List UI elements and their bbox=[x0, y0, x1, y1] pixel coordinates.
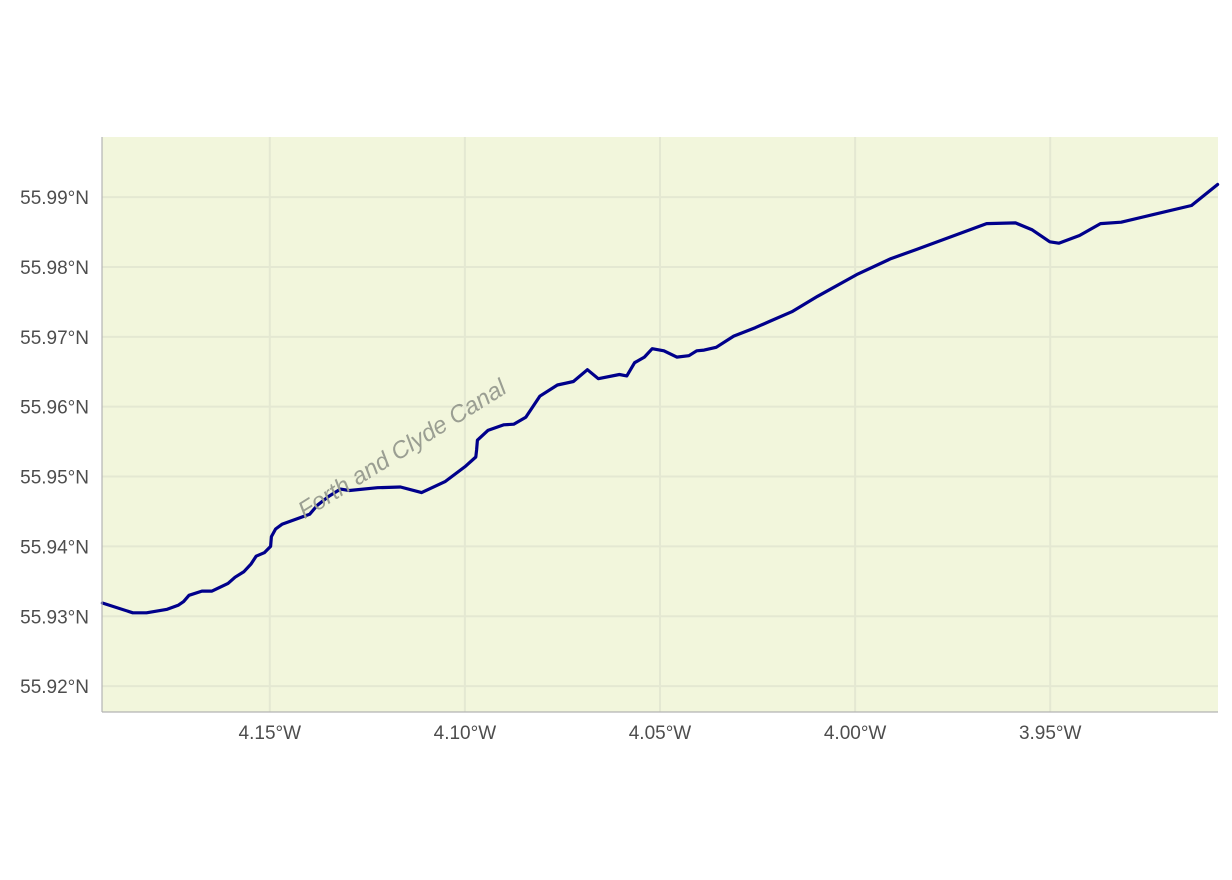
latitude-gridlines bbox=[102, 196, 1218, 688]
y-axis-ticks: 55.92°N 55.93°N 55.94°N 55.95°N 55.96°N 55.97… bbox=[20, 188, 89, 698]
y-tick-label: 55.98°N bbox=[20, 258, 89, 279]
y-tick-label: 55.92°N bbox=[20, 677, 89, 698]
x-axis-ticks: 4.15°W 4.10°W 4.05°W 4.00°W 3.95°W bbox=[239, 723, 1082, 744]
map-panel: Forth and Clyde Canal bbox=[100, 137, 1220, 712]
y-tick-label: 55.97°N bbox=[20, 328, 89, 349]
y-tick-label: 55.93°N bbox=[20, 607, 89, 628]
y-tick-label: 55.95°N bbox=[20, 468, 89, 489]
x-tick-label: 4.00°W bbox=[824, 723, 887, 744]
x-tick-label: 3.95°W bbox=[1019, 723, 1082, 744]
x-tick-label: 4.10°W bbox=[434, 723, 497, 744]
x-tick-label: 4.15°W bbox=[239, 723, 302, 744]
y-tick-label: 55.99°N bbox=[20, 188, 89, 209]
canal-line bbox=[100, 182, 1220, 615]
x-tick-label: 4.05°W bbox=[629, 723, 692, 744]
y-tick-label: 55.94°N bbox=[20, 537, 89, 558]
y-tick-label: 55.96°N bbox=[20, 398, 89, 419]
